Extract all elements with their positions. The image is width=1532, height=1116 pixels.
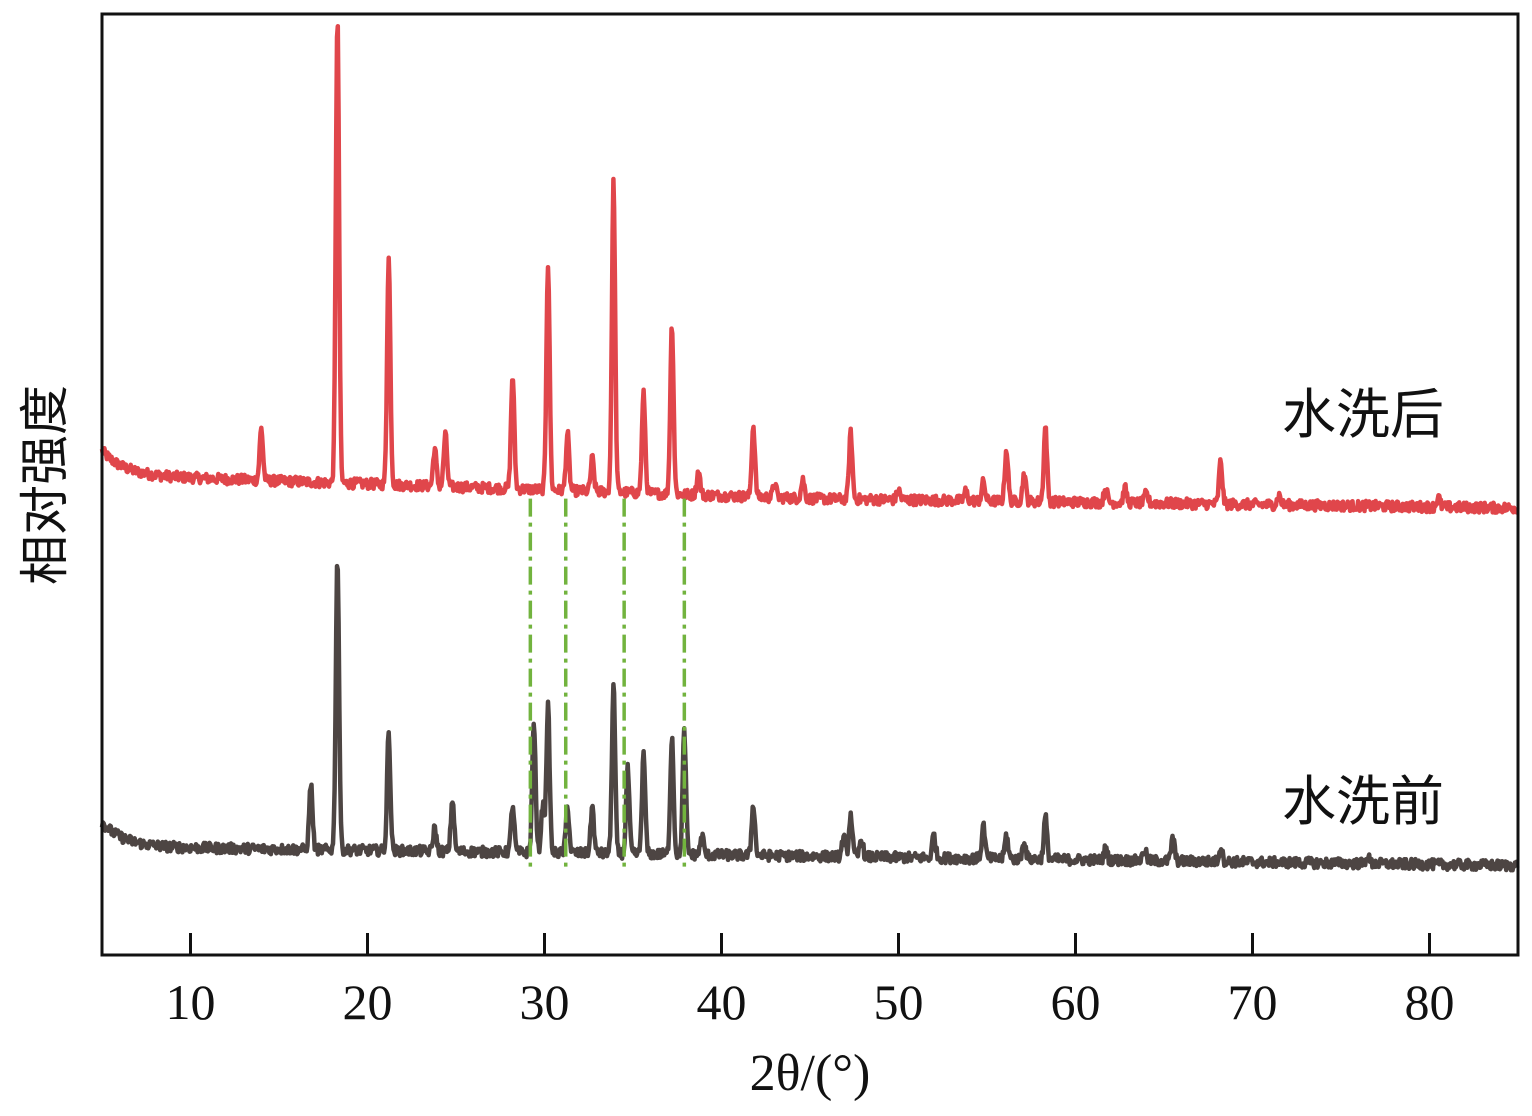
x-tick-label-70: 70: [1228, 974, 1278, 1030]
x-tick-label-40: 40: [697, 974, 747, 1030]
x-tick-label-10: 10: [166, 974, 216, 1030]
x-tick-label-30: 30: [520, 974, 570, 1030]
plot-area: 10 20 30 40 50 60 70 80: [99, 12, 1520, 1030]
x-axis-ticks: 10 20 30 40 50 60 70 80: [166, 933, 1455, 1030]
series-line-after: [99, 24, 1520, 515]
series-label-after: 水洗后: [1282, 383, 1444, 446]
plot-frame: [100, 12, 1520, 957]
x-tick-label-50: 50: [874, 974, 924, 1030]
reference-lines: [528, 498, 687, 871]
y-axis-label: 相对强度: [16, 385, 74, 585]
series-label-before: 水洗前: [1282, 770, 1444, 833]
x-tick-label-80: 80: [1405, 974, 1455, 1030]
series-line-before: [99, 563, 1520, 873]
x-axis-label: 2θ/(°): [750, 1045, 871, 1102]
x-tick-label-20: 20: [343, 974, 393, 1030]
series-layer: [99, 24, 1520, 873]
x-tick-label-60: 60: [1051, 974, 1101, 1030]
